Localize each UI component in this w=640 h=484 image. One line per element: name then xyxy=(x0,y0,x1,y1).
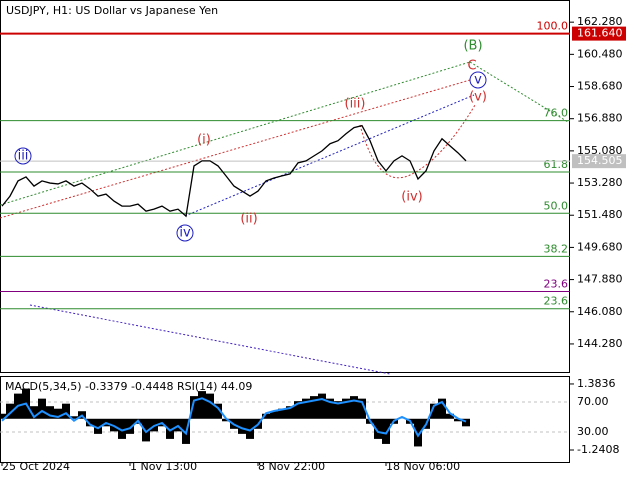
macd-bar xyxy=(278,408,286,419)
macd-bar xyxy=(190,396,198,419)
y2-tick-label: -1.2408 xyxy=(577,443,619,456)
y-tick-label: 156.880 xyxy=(577,112,623,125)
level-label: 76.0 xyxy=(544,107,569,120)
macd-bar xyxy=(38,398,46,419)
channel-line xyxy=(184,94,475,217)
macd-bar xyxy=(374,418,382,439)
wave-label: C xyxy=(467,59,476,74)
macd-bar xyxy=(86,418,94,427)
macd-bar xyxy=(126,418,134,434)
level-label: 61.8 xyxy=(544,158,569,171)
macd-bar xyxy=(6,403,14,419)
macd-bar xyxy=(358,398,366,419)
y-tick-label: 155.080 xyxy=(577,144,623,157)
y-tick-label: 151.480 xyxy=(577,208,623,221)
macd-bar xyxy=(414,418,422,447)
x-tick-label: 25 Oct 2024 xyxy=(2,460,70,473)
macd-bar xyxy=(238,418,246,434)
wave-label: (iv) xyxy=(401,190,422,205)
x-tick-label: 1 Nov 13:00 xyxy=(130,460,197,473)
projection-line xyxy=(359,104,476,179)
wave-label: iv xyxy=(179,226,191,241)
macd-bar xyxy=(454,418,462,422)
wave-label: iii xyxy=(18,149,29,164)
wave-circle xyxy=(469,71,487,89)
price-line xyxy=(1,124,467,218)
macd-bar xyxy=(142,418,150,442)
macd-bar xyxy=(334,401,342,419)
macd-bar xyxy=(262,413,270,419)
wave-circle xyxy=(14,147,32,165)
wave-label: (iii) xyxy=(345,97,366,112)
indicator-panel xyxy=(0,376,570,463)
y-tick-label: 162.280 xyxy=(577,15,623,28)
x-tick-label: 18 Nov 06:00 xyxy=(386,460,460,473)
y-tick-label: 144.280 xyxy=(577,337,623,350)
macd-bar xyxy=(286,406,294,419)
chart-title: USDJPY, H1: US Dollar vs Japanese Yen xyxy=(6,4,218,17)
y-tick-label: 149.680 xyxy=(577,240,623,253)
macd-bar xyxy=(70,416,78,419)
rsi-line xyxy=(1,397,467,438)
macd-bar xyxy=(246,418,254,439)
y-tick-label: 147.880 xyxy=(577,273,623,286)
wave-label: (B) xyxy=(463,39,482,54)
current-price-box xyxy=(572,154,626,169)
macd-bar xyxy=(30,406,38,419)
macd-bar xyxy=(118,418,126,439)
macd-bar xyxy=(462,418,470,427)
channel-line xyxy=(0,61,471,206)
level-label: 23.6 xyxy=(544,295,569,308)
wave-label: (v) xyxy=(469,90,487,105)
channel-line xyxy=(29,304,391,375)
y-tick-label: 30.00 xyxy=(577,425,609,438)
target-price-box xyxy=(572,26,626,41)
y-tick-label: 153.280 xyxy=(577,176,623,189)
x-tick-label: 8 Nov 22:00 xyxy=(258,460,325,473)
macd-bar xyxy=(222,418,230,422)
y-tick-label: 146.080 xyxy=(577,305,623,318)
macd-bar xyxy=(302,398,310,419)
macd-bar xyxy=(430,403,438,419)
macd-bar xyxy=(382,418,390,444)
wave-label: v xyxy=(474,73,482,88)
macd-bar xyxy=(198,391,206,419)
y-tick-label: 158.680 xyxy=(577,80,623,93)
projection-line xyxy=(469,61,569,123)
current-price-label: 154.505 xyxy=(577,154,623,167)
y-tick-label: 70.00 xyxy=(577,395,609,408)
macd-bar xyxy=(294,401,302,419)
wave-circle xyxy=(176,224,194,242)
macd-bar xyxy=(206,393,214,419)
macd-bar xyxy=(350,396,358,419)
level-label: 23.6 xyxy=(544,278,569,291)
macd-bar xyxy=(46,406,54,419)
channel-line xyxy=(0,79,471,219)
trend-lines xyxy=(0,61,569,375)
macd-bar xyxy=(310,396,318,419)
macd-bar xyxy=(446,413,454,419)
wave-label: (ii) xyxy=(240,212,257,227)
macd-bar xyxy=(62,403,70,419)
macd-bar xyxy=(94,418,102,434)
macd-bar xyxy=(438,398,446,419)
target-price-label: 161.640 xyxy=(577,27,623,40)
indicator-title: MACD(5,34,5) -0.3379 -0.4448 RSI(14) 44.… xyxy=(5,380,252,393)
macd-bar xyxy=(54,408,62,419)
price-panel xyxy=(0,0,570,373)
level-label: 100.0 xyxy=(537,20,569,33)
macd-bar xyxy=(342,398,350,419)
macd-bar xyxy=(326,398,334,419)
y-tick-label: 160.480 xyxy=(577,47,623,60)
level-label: 38.2 xyxy=(544,242,569,255)
y2-tick-label: 1.3836 xyxy=(577,377,616,390)
macd-bar xyxy=(270,411,278,419)
macd-bar xyxy=(0,413,6,419)
level-label: 50.0 xyxy=(544,199,569,212)
macd-bar xyxy=(166,418,174,439)
wave-label: (i) xyxy=(197,133,211,148)
macd-bar xyxy=(318,393,326,419)
macd-bar xyxy=(214,403,222,419)
